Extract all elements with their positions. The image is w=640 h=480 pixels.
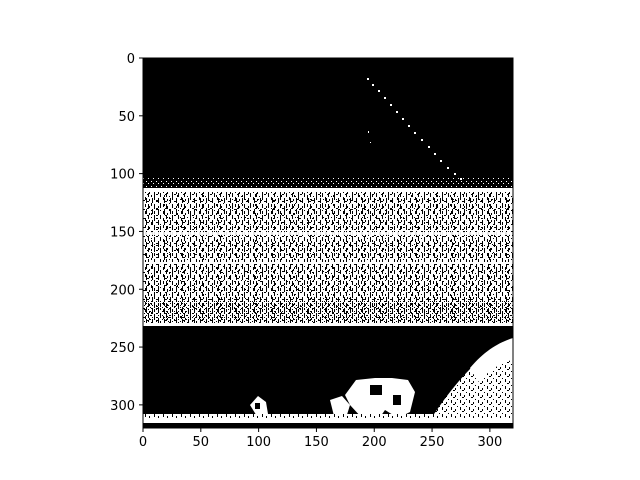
x-tick-label: 300 — [477, 435, 502, 450]
x-tick-label: 250 — [420, 435, 445, 450]
x-axis: 0 50 100 150 200 250 300 — [139, 428, 502, 450]
y-tick-label: 150 — [110, 225, 135, 240]
diagonal-streak — [367, 78, 462, 180]
x-tick-label: 50 — [193, 435, 210, 450]
binary-image — [143, 58, 513, 428]
lower-bright-blobs — [143, 338, 513, 428]
x-tick-label: 0 — [139, 435, 147, 450]
x-tick-label: 150 — [304, 435, 329, 450]
x-tick-label: 200 — [362, 435, 387, 450]
y-tick-label: 0 — [127, 52, 135, 67]
y-tick-label: 250 — [110, 341, 135, 356]
plot-frame — [142, 57, 514, 429]
y-axis: 0 50 100 150 200 250 300 — [110, 52, 143, 414]
y-tick-label: 300 — [110, 399, 135, 414]
y-tick-label: 50 — [118, 110, 135, 125]
y-tick-label: 200 — [110, 283, 135, 298]
x-tick-label: 100 — [246, 435, 271, 450]
textured-band — [143, 188, 513, 324]
y-tick-label: 100 — [110, 168, 135, 183]
